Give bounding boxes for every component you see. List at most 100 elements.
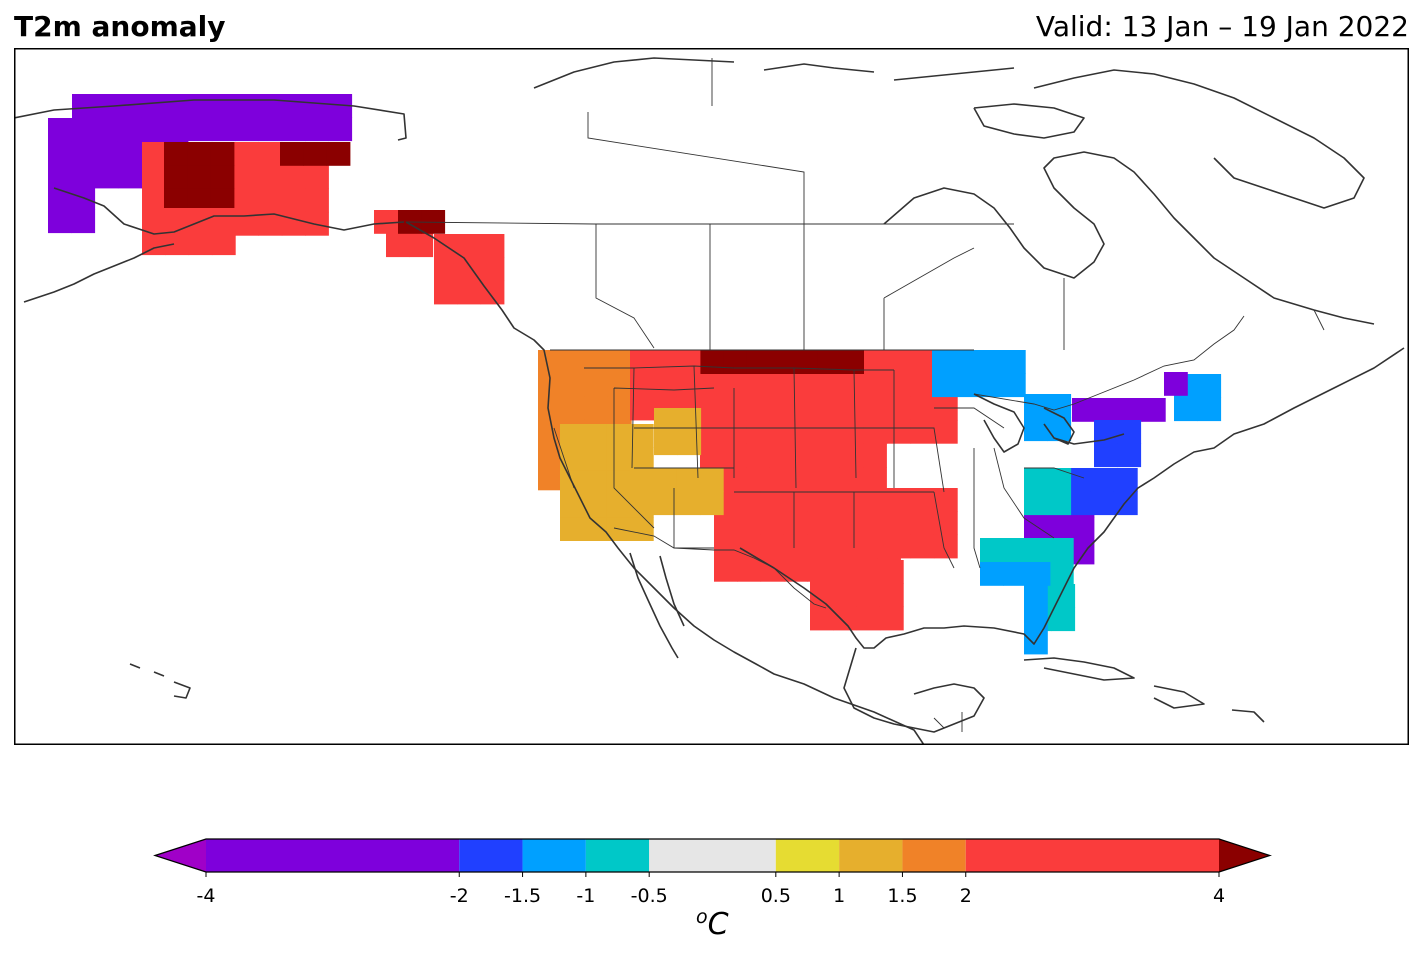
anomaly-cell — [793, 443, 817, 468]
anomaly-cell — [1117, 420, 1142, 444]
anomaly-cell — [723, 374, 748, 398]
anomaly-cell — [457, 234, 482, 258]
anomaly-cell — [1117, 443, 1142, 468]
anomaly-cell — [700, 350, 724, 374]
anomaly-cell — [606, 470, 631, 495]
anomaly-cell — [1197, 397, 1222, 422]
anomaly-cell — [863, 467, 887, 491]
anomaly-cell — [1072, 398, 1096, 422]
anomaly-cell — [1118, 398, 1143, 422]
anomaly-cell — [281, 188, 306, 213]
anomaly-cell — [630, 373, 654, 398]
anomaly-cell — [887, 350, 912, 374]
anomaly-cell — [142, 208, 166, 232]
anomaly-cell — [583, 517, 608, 541]
anomaly-cell — [793, 374, 817, 398]
colorbar-tick-label: -0.5 — [631, 885, 668, 907]
anomaly-cell — [700, 374, 724, 398]
anomaly-cell — [409, 233, 434, 258]
anomaly-cell — [933, 396, 958, 421]
anomaly-grid-cells — [48, 94, 1222, 655]
anomaly-cell — [142, 142, 166, 166]
anomaly-cell — [699, 491, 724, 516]
anomaly-cell — [164, 118, 189, 142]
anomaly-cell — [816, 397, 841, 422]
anomaly-cell — [793, 467, 817, 491]
anomaly-cell — [583, 470, 608, 495]
anomaly-cell — [955, 350, 980, 374]
anomaly-cell — [303, 142, 328, 166]
anomaly-cell — [560, 424, 584, 448]
anomaly-cell — [1094, 443, 1118, 468]
anomaly-cell — [1174, 397, 1198, 422]
mexico-coastline — [843, 647, 985, 733]
anomaly-cell — [606, 424, 631, 448]
anomaly-cell — [235, 142, 259, 166]
anomaly-cell — [71, 164, 96, 189]
anomaly-cell — [1067, 491, 1092, 516]
anomaly-cell — [607, 350, 632, 374]
anomaly-cell — [142, 231, 166, 256]
anomaly-cell — [839, 374, 864, 398]
anomaly-cell — [1024, 517, 1048, 542]
anomaly-cell — [833, 606, 858, 631]
anomaly-cell — [816, 374, 841, 398]
anomaly-cell — [538, 443, 562, 467]
anomaly-cell — [769, 374, 794, 398]
anomaly-cell — [856, 560, 881, 584]
anomaly-cell — [480, 280, 505, 305]
anomaly-cell — [676, 350, 701, 374]
anomaly-cell — [879, 606, 904, 631]
anomaly-cell — [71, 141, 96, 166]
anomaly-cell — [887, 373, 912, 398]
anomaly-cell — [700, 443, 724, 468]
alaska-coastline — [14, 99, 407, 303]
valid-date-range: Valid: 13 Jan – 19 Jan 2022 — [1035, 10, 1409, 43]
anomaly-cell — [386, 233, 410, 258]
anomaly-cell — [584, 350, 609, 374]
anomaly-cell — [1049, 538, 1074, 562]
anomaly-cell — [714, 557, 738, 582]
anomaly-cell — [1001, 350, 1026, 374]
anomaly-cell — [810, 606, 834, 631]
anomaly-cell — [746, 443, 771, 468]
anomaly-cell — [910, 396, 935, 421]
anomaly-cell — [235, 117, 259, 142]
anomaly-cell — [1051, 607, 1076, 632]
anomaly-cell — [94, 164, 119, 189]
anomaly-cell — [1024, 417, 1048, 442]
anomaly-cell — [910, 511, 935, 536]
map-title: T2m anomaly — [14, 10, 226, 43]
anomaly-cell — [955, 373, 980, 398]
anomaly-cell — [141, 94, 166, 118]
anomaly-cell — [72, 94, 96, 118]
anomaly-cell — [910, 350, 935, 374]
anomaly-cell — [1051, 584, 1076, 608]
anomaly-cell — [583, 493, 608, 518]
anomaly-cell — [676, 491, 701, 516]
anomaly-cell — [769, 350, 794, 374]
gulf-coastline — [739, 347, 1405, 649]
anomaly-cell — [864, 419, 888, 444]
colorbar-over-arrow — [1219, 839, 1270, 872]
anomaly-cell — [1141, 398, 1166, 422]
anomaly-cell — [561, 350, 586, 374]
anomaly-cell — [760, 534, 785, 559]
anomaly-cell — [816, 420, 841, 445]
anomaly-cell — [583, 424, 608, 448]
anomaly-cell — [235, 165, 259, 190]
anomaly-cell — [326, 142, 351, 166]
anomaly-cell — [746, 374, 771, 398]
colorbar-bin — [522, 839, 586, 872]
anomaly-cell — [281, 165, 306, 190]
colorbar-bin — [902, 839, 966, 872]
colorbar-bin — [585, 839, 650, 872]
anomaly-cell — [187, 142, 212, 166]
anomaly-cell — [830, 511, 855, 536]
anomaly-cell — [164, 165, 188, 190]
anomaly-map — [14, 48, 1409, 745]
anomaly-cell — [538, 466, 562, 491]
anomaly-cell — [281, 94, 306, 118]
colorbar-tick-label: -4 — [197, 885, 216, 907]
anomaly-cell — [653, 373, 678, 398]
